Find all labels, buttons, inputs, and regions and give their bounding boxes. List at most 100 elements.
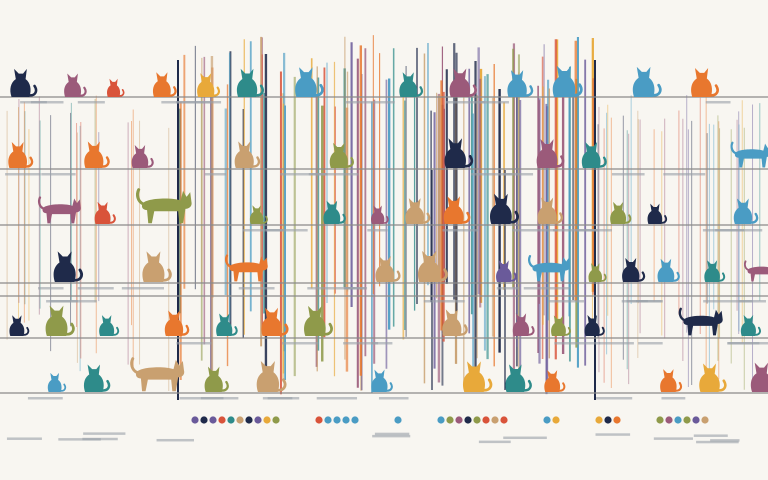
- caption-placeholder: [661, 397, 686, 400]
- caption-placeholder: [653, 437, 693, 440]
- vertical-lines: [6, 35, 761, 400]
- caption-placeholder: [77, 101, 105, 104]
- caption-placeholder: [344, 287, 368, 290]
- caption-placeholder: [611, 173, 645, 176]
- caption-placeholder: [5, 173, 41, 176]
- dot: [482, 416, 490, 424]
- dot: [263, 416, 271, 424]
- caption-placeholder: [478, 440, 511, 444]
- caption-placeholder: [27, 397, 63, 400]
- dot: [333, 416, 341, 424]
- caption-placeholder: [156, 438, 194, 442]
- caption-placeholder: [77, 287, 114, 290]
- caption-placeholder: [282, 342, 319, 345]
- caption-placeholder: [638, 342, 663, 345]
- caption-placeholder: [480, 101, 509, 104]
- caption-placeholder: [598, 342, 634, 345]
- caption-placeholder: [496, 287, 519, 290]
- dot: [272, 416, 280, 424]
- caption-placeholder: [267, 397, 300, 400]
- caption-placeholder: [343, 342, 379, 345]
- dot: [437, 416, 445, 424]
- dot: [674, 416, 682, 424]
- caption-placeholder: [548, 300, 585, 303]
- shelves: [0, 96, 768, 400]
- dot-row: [6, 416, 740, 444]
- caption-placeholder: [442, 229, 479, 232]
- caption-placeholder: [307, 287, 356, 290]
- caption-placeholder: [176, 342, 212, 345]
- dot: [604, 416, 612, 424]
- caption-placeholder: [83, 432, 126, 435]
- caption-placeholder: [703, 300, 753, 303]
- dot: [315, 416, 323, 424]
- dot: [683, 416, 691, 424]
- dot: [236, 416, 244, 424]
- caption-placeholder: [554, 342, 601, 345]
- dot: [692, 416, 700, 424]
- caption-placeholder: [374, 432, 410, 436]
- caption-placeholder: [41, 173, 76, 176]
- caption-placeholder: [200, 397, 239, 400]
- dot: [613, 416, 621, 424]
- caption-placeholder: [121, 287, 165, 290]
- dot: [543, 416, 551, 424]
- caption-placeholder: [30, 101, 64, 104]
- caption-placeholder: [242, 229, 284, 232]
- dot: [473, 416, 481, 424]
- caption-placeholder: [175, 101, 222, 104]
- dot: [351, 416, 359, 424]
- caption-placeholder: [38, 287, 64, 290]
- caption-placeholder: [204, 173, 227, 176]
- caption-placeholder: [308, 173, 359, 176]
- caption-placeholder: [378, 397, 409, 400]
- caption-placeholder: [523, 287, 570, 290]
- dot: [701, 416, 709, 424]
- dot: [665, 416, 673, 424]
- dot: [595, 416, 603, 424]
- caption-placeholder: [705, 101, 731, 104]
- caption-placeholder: [345, 101, 395, 104]
- caption-placeholder: [445, 101, 485, 104]
- caption-placeholder: [738, 300, 766, 303]
- caption-placeholder: [471, 173, 513, 176]
- caption-placeholder: [710, 439, 740, 442]
- dot: [656, 416, 664, 424]
- caption-placeholder: [595, 433, 631, 436]
- dot: [491, 416, 499, 424]
- dot: [254, 416, 262, 424]
- dot: [394, 416, 402, 424]
- dot: [552, 416, 560, 424]
- caption-placeholder: [58, 438, 101, 441]
- caption-placeholder: [728, 342, 768, 345]
- caption-placeholder: [371, 342, 393, 345]
- dot: [209, 416, 217, 424]
- caption-placeholder: [266, 229, 308, 232]
- caption-placeholder: [503, 436, 547, 440]
- caption-placeholder: [280, 173, 328, 176]
- caption-placeholder: [702, 229, 745, 232]
- dot: [464, 416, 472, 424]
- dot: [446, 416, 454, 424]
- caption-placeholder: [372, 434, 411, 438]
- caption-placeholder: [663, 173, 706, 176]
- dot: [324, 416, 332, 424]
- dot: [500, 416, 508, 424]
- caption-placeholder: [238, 287, 275, 290]
- caption-placeholder: [552, 229, 598, 232]
- caption-placeholder: [512, 229, 557, 232]
- caption-placeholder: [423, 300, 465, 303]
- caption-placeholder: [635, 300, 662, 303]
- caption-placeholder: [367, 229, 388, 232]
- caption-placeholder: [6, 437, 42, 440]
- caption-placeholder: [49, 300, 97, 303]
- dot: [218, 416, 226, 424]
- dot: [227, 416, 235, 424]
- dot: [245, 416, 253, 424]
- caption-placeholder: [82, 437, 118, 441]
- dot: [191, 416, 199, 424]
- caption-placeholder: [696, 440, 739, 444]
- caption-placeholder: [693, 434, 728, 437]
